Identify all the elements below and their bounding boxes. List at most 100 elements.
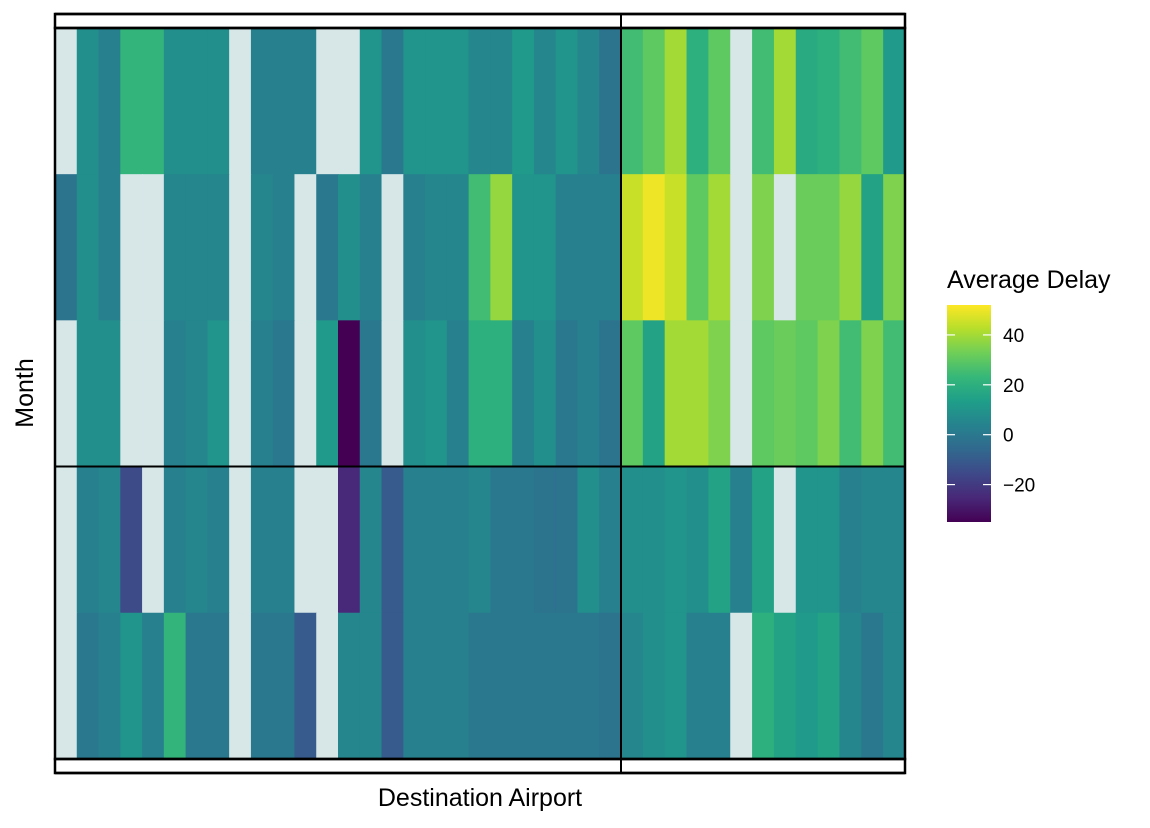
heatmap-cell <box>207 466 230 614</box>
heatmap-cell <box>708 612 731 760</box>
heatmap-cell <box>316 612 339 760</box>
heatmap-cell <box>359 466 383 614</box>
heatmap-cell <box>229 320 252 468</box>
heatmap-cell <box>359 174 383 321</box>
heatmap-cell <box>599 320 622 468</box>
heatmap-cell <box>272 612 296 760</box>
heatmap-cell <box>381 174 404 321</box>
heatmap-cell <box>664 28 688 175</box>
heatmap-cell <box>403 612 426 760</box>
color-legend: Average Delay 40 20 0 −20 <box>947 266 1111 522</box>
legend-colorbar <box>947 305 991 522</box>
heatmap-cell <box>468 28 491 175</box>
heatmap-cell <box>316 466 339 614</box>
heatmap-cell <box>621 466 644 614</box>
legend-ticks: 40 20 0 −20 <box>947 326 1035 497</box>
legend-tick-label: 20 <box>1003 376 1024 397</box>
heatmap-cell <box>490 612 513 760</box>
heatmap-cell <box>403 174 426 321</box>
heatmap-cell <box>730 612 753 760</box>
heatmap-cell <box>773 612 797 760</box>
heatmap-cell <box>621 612 644 760</box>
heatmap-cell <box>98 28 121 175</box>
heatmap-cell <box>359 320 383 468</box>
heatmap-cell <box>403 28 426 175</box>
heatmap-cell <box>98 612 121 760</box>
heatmap-cell <box>425 174 448 321</box>
heatmap-cell <box>468 320 491 468</box>
legend-tick-label: −20 <box>1003 476 1035 497</box>
heatmap-cell <box>883 612 906 760</box>
heatmap-cell <box>468 174 491 321</box>
heatmap-cell <box>599 612 622 760</box>
heatmap-cell <box>708 320 731 468</box>
heatmap-cell <box>185 320 208 468</box>
heatmap-cell <box>512 466 535 614</box>
heatmap-cell <box>76 174 100 321</box>
heatmap-cell <box>795 466 819 614</box>
heatmap-cell <box>468 466 491 614</box>
heatmap-cell <box>795 174 819 321</box>
heatmap-cell <box>338 466 361 614</box>
heatmap-cell <box>817 466 841 614</box>
heatmap-cell <box>229 612 252 760</box>
heatmap-cell <box>533 320 557 468</box>
legend-title: Average Delay <box>947 266 1111 294</box>
heatmap-cell <box>861 28 884 175</box>
heatmap-cell <box>381 612 404 760</box>
heatmap-cell <box>425 28 448 175</box>
heatmap-cell <box>817 28 841 175</box>
heatmap-cell <box>446 28 470 175</box>
legend-tick-label: 0 <box>1003 426 1014 447</box>
heatmap-cell <box>817 612 841 760</box>
heatmap-cell <box>577 320 600 468</box>
legend-tick-label: 40 <box>1003 326 1024 347</box>
heatmap-cell <box>185 612 208 760</box>
heatmap-cell <box>490 466 513 614</box>
heatmap-cell <box>403 466 426 614</box>
heatmap-cell <box>752 612 775 760</box>
heatmap-cell <box>795 320 819 468</box>
heatmap-cell <box>120 466 143 614</box>
heatmap-cell <box>817 320 841 468</box>
heatmap-cell <box>686 466 709 614</box>
heatmap-cell <box>577 612 600 760</box>
heatmap-cell <box>599 174 622 321</box>
heatmap-cell <box>839 28 862 175</box>
heatmap-cell <box>555 174 579 321</box>
heatmap-cell <box>207 174 230 321</box>
heatmap-cell <box>533 28 557 175</box>
heatmap-cell <box>120 28 143 175</box>
heatmap-cell <box>686 612 709 760</box>
facet-strip-top <box>53 12 907 30</box>
heatmap-cell <box>76 320 100 468</box>
heatmap-cell <box>316 28 339 175</box>
heatmap-cell <box>142 320 165 468</box>
heatmap-cell <box>55 174 78 321</box>
heatmap-cell <box>599 28 622 175</box>
heatmap-cell <box>446 320 470 468</box>
heatmap-cell <box>642 174 666 321</box>
heatmap-cell <box>163 28 187 175</box>
heatmap-cell <box>817 174 841 321</box>
heatmap-cell <box>512 28 535 175</box>
heatmap-cell <box>76 28 100 175</box>
heatmap-cell <box>752 28 775 175</box>
heatmap-cell <box>272 174 296 321</box>
heatmap-cell <box>294 612 317 760</box>
panel-border <box>53 26 907 761</box>
heatmap-cell <box>686 174 709 321</box>
heatmap-cell <box>142 612 165 760</box>
heatmap-cell <box>120 612 143 760</box>
heatmap-cell <box>664 466 688 614</box>
heatmap-cell <box>76 466 100 614</box>
heatmap-cell <box>795 612 819 760</box>
heatmap-cell <box>730 28 753 175</box>
heatmap-cell <box>533 466 557 614</box>
heatmap-cell <box>839 320 862 468</box>
heatmap-cell <box>490 320 513 468</box>
heatmap-cell <box>98 320 121 468</box>
heatmap-cell <box>338 174 361 321</box>
heatmap-cell <box>359 28 383 175</box>
